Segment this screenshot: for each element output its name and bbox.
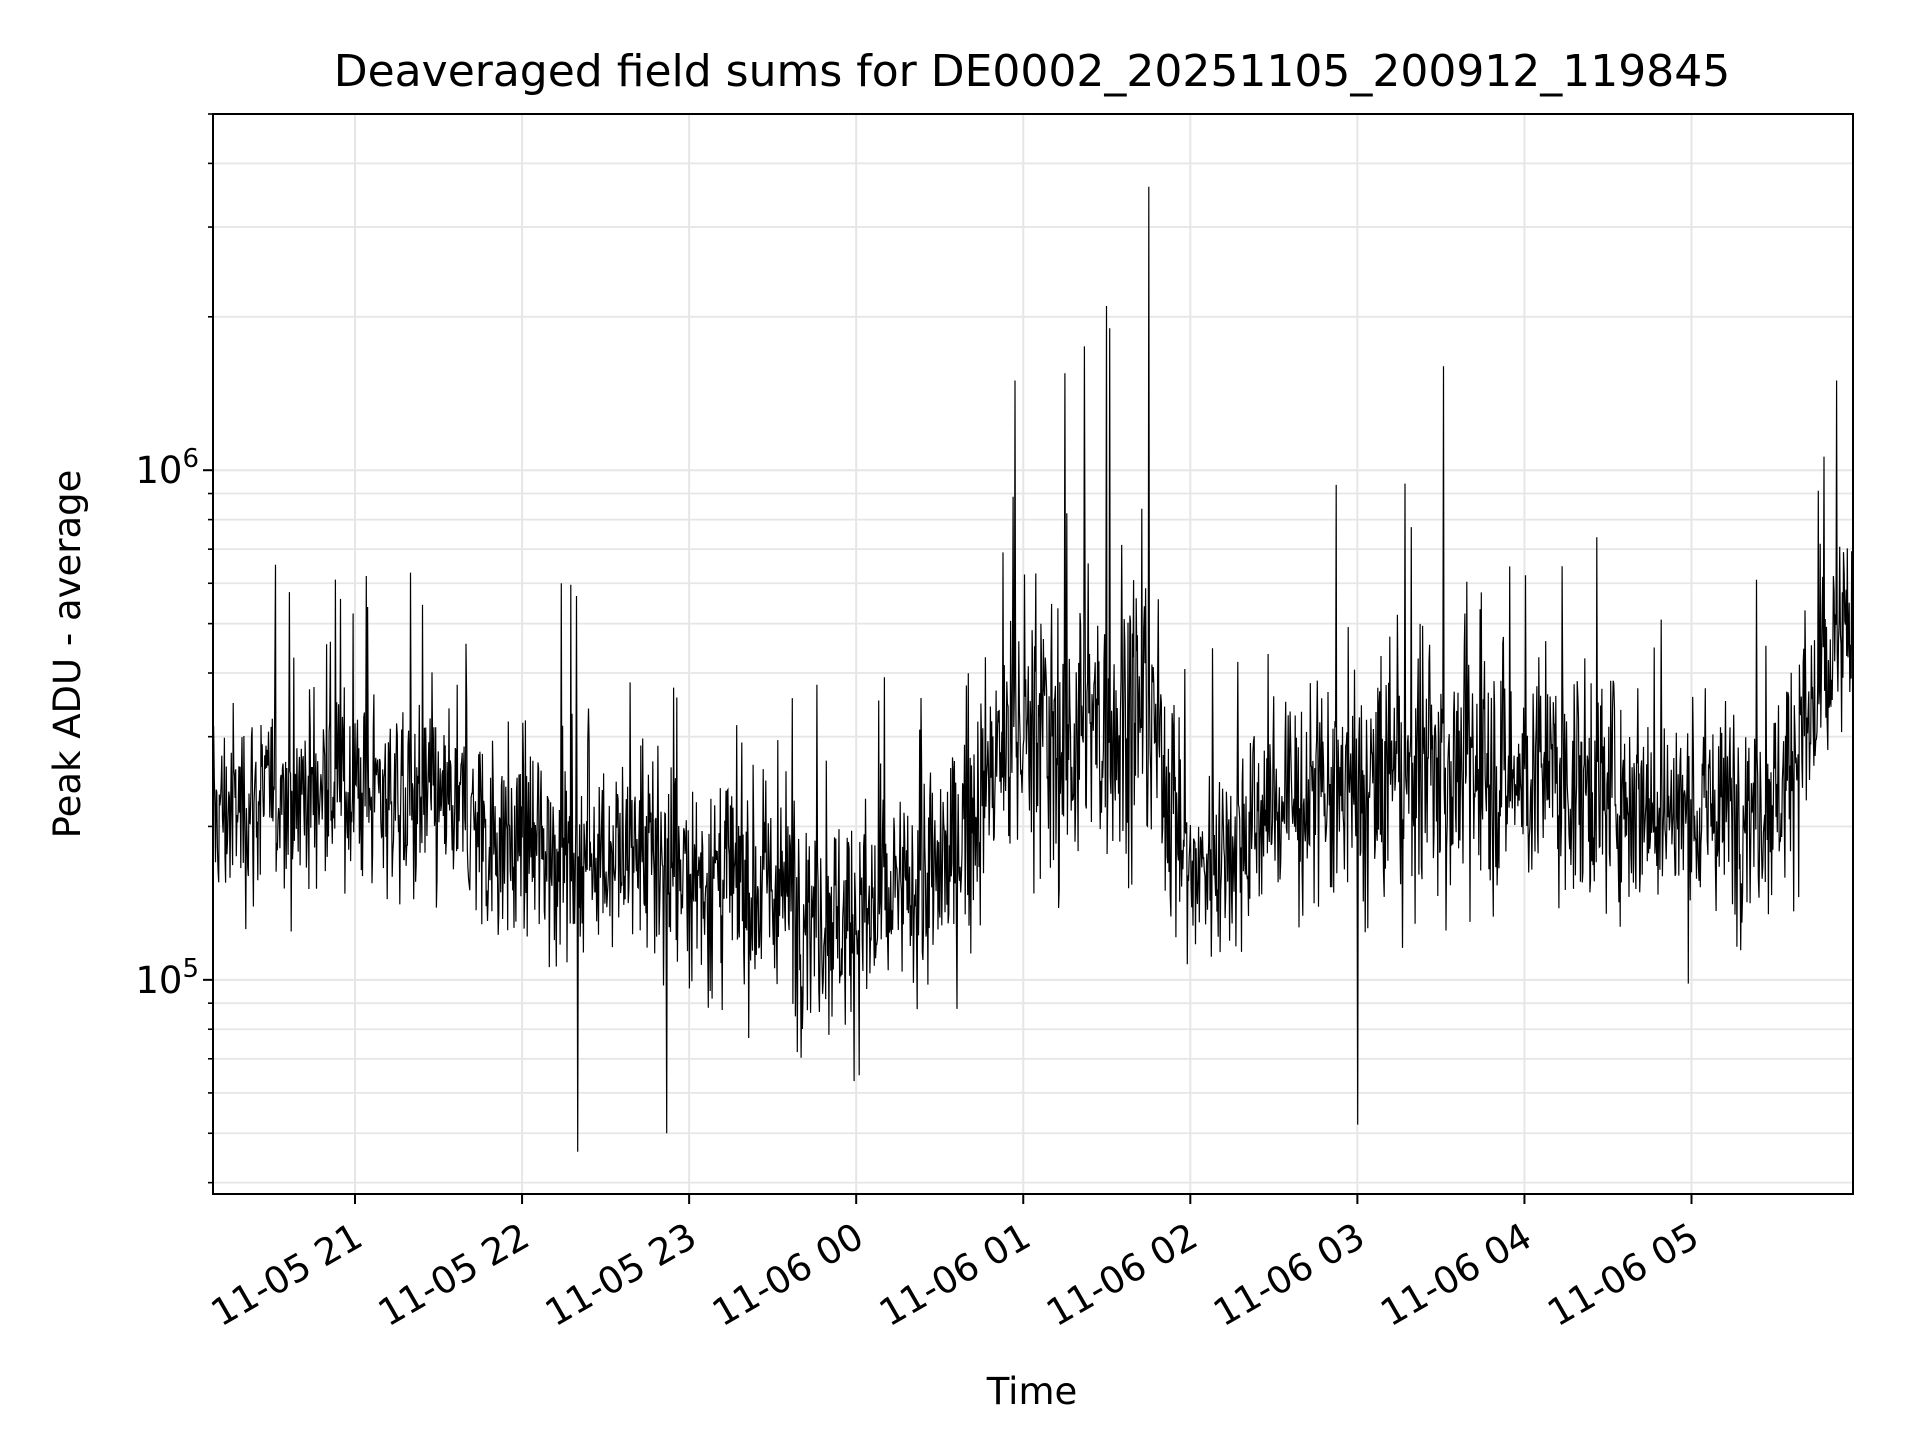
y-tick-label: 105 [135,954,199,1002]
grid [213,113,1853,1194]
x-axis-label: Time [986,1370,1078,1413]
y-minor-ticks [208,113,213,1184]
y-axis-label: Peak ADU - average [46,470,89,839]
y-ticks: 105 106 [135,444,213,1002]
chart-title: Deaveraged field sums for DE0002_2025110… [334,46,1731,97]
plot-frame [212,113,1854,1195]
series-line [212,186,1854,1152]
y-tick-label: 106 [135,444,199,492]
